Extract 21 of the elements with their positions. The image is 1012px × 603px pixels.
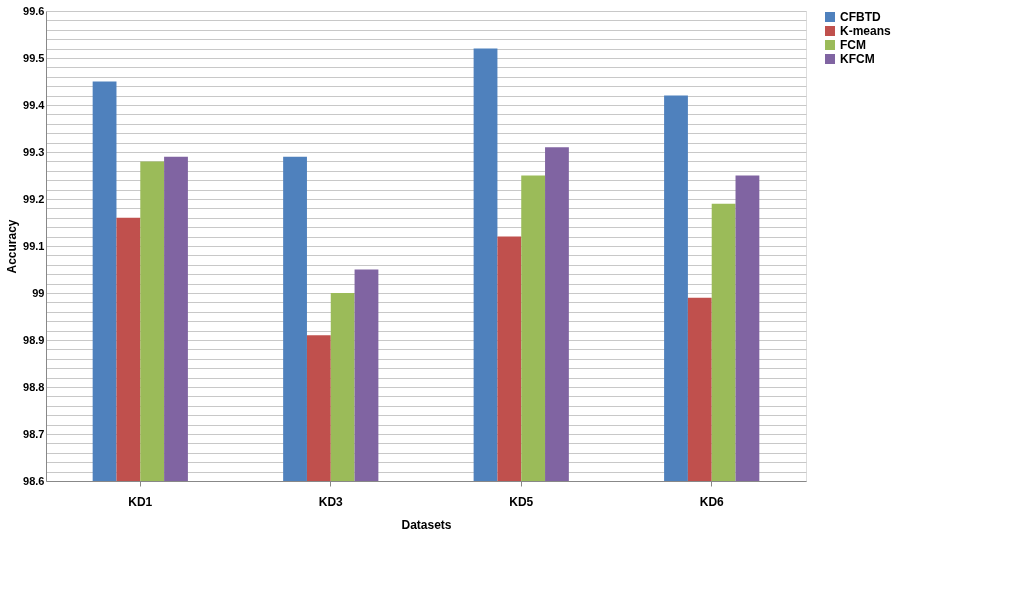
y-tick-label: 99.4	[23, 98, 46, 111]
y-tick-label: 98.6	[23, 474, 45, 487]
y-tick-label: 99.3	[23, 145, 45, 158]
x-axis-title: Datasets	[401, 517, 452, 532]
legend-label: KFCM	[840, 52, 875, 66]
legend-label: FCM	[840, 38, 866, 52]
y-axis-title: Accuracy	[5, 219, 20, 274]
y-tick-label: 98.8	[23, 380, 45, 393]
legend-label: K-means	[840, 24, 892, 38]
y-tick-label: 99.1	[23, 239, 45, 252]
x-tick-label: KD5	[509, 494, 534, 509]
y-tick-label: 99.2	[23, 192, 45, 205]
x-tick-label: KD1	[128, 494, 153, 509]
x-tick-label: KD6	[699, 494, 725, 509]
y-tick-label: 98.9	[23, 333, 45, 346]
legend-label: CFBTD	[840, 10, 881, 24]
x-tick-label: KD3	[318, 494, 344, 509]
y-tick-label: 98.7	[23, 427, 45, 440]
y-tick-label: 99.5	[23, 51, 45, 64]
y-tick-label: 99	[32, 286, 45, 299]
y-tick-label: 99.6	[23, 4, 45, 17]
